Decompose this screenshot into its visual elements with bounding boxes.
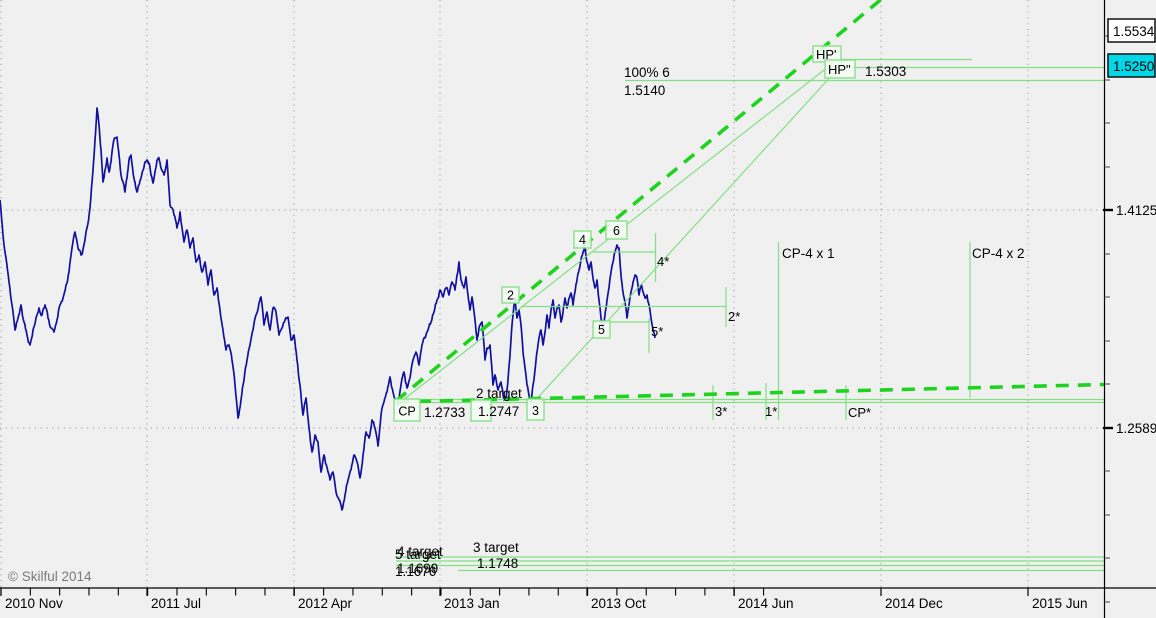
target4-value: 1.1699 — [397, 561, 438, 576]
point4-star-label: 4* — [657, 254, 669, 269]
point2-star-label: 2* — [728, 309, 740, 324]
y-axis-label: 1.2589 — [1116, 421, 1156, 436]
target5-label: 5 target — [395, 547, 441, 562]
target3-value: 1.1748 — [477, 556, 518, 571]
point3-to-hp-projection-line — [531, 61, 845, 405]
point-2-label: 2 — [507, 289, 514, 303]
x-axis-label: 2015 Jun — [1032, 596, 1088, 611]
point-5-label: 5 — [598, 323, 605, 337]
target5-value: 1.1676 — [395, 564, 436, 579]
x-axis-label: 2012 Apr — [298, 596, 353, 611]
point-4-label: 4 — [579, 233, 586, 247]
x-axis-label: 2014 Jun — [738, 596, 794, 611]
point5-star-label: 5* — [651, 324, 663, 339]
point-3-label: 3 — [532, 404, 539, 418]
point-cp-label: CP — [398, 405, 415, 419]
projection-price-axis-value: 1.5250 — [1113, 59, 1154, 74]
price-series-layer — [0, 107, 656, 511]
point-5-marker[interactable]: 5 — [592, 320, 611, 339]
x-axis-label: 2011 Jul — [151, 596, 201, 611]
hp-double-prime-label: HP" — [828, 62, 851, 77]
hp-prime-label: HP' — [816, 47, 837, 62]
x-axis-label: 2010 Nov — [5, 596, 63, 611]
axis-ticks — [0, 35, 1113, 603]
x-axis-label: 2014 Dec — [885, 596, 943, 611]
x-axis-label: 2013 Oct — [591, 596, 646, 611]
y-axis-label: 1.4125 — [1116, 203, 1156, 218]
projection-marker-box — [1107, 53, 1156, 78]
x-axis-label: 2013 Jan — [444, 596, 500, 611]
cp-star-label: CP* — [848, 405, 871, 420]
point3-star-label: 3* — [715, 404, 727, 419]
hp-value-label: 1.5303 — [865, 64, 906, 79]
point-6-label: 6 — [613, 224, 620, 238]
point-2-marker[interactable]: 2 — [501, 286, 520, 304]
point1-star-label: 1* — [765, 404, 777, 419]
cp4x1-label: CP-4 x 1 — [782, 246, 835, 261]
target4-label: 4 target — [397, 544, 443, 559]
high-price-axis-marker: 1.5534 — [1107, 18, 1156, 43]
gridlines — [0, 0, 1104, 588]
uptrend-dashed-line[interactable] — [394, 0, 884, 403]
point-4-marker[interactable]: 4 — [573, 230, 592, 249]
cp-horizontal-dashed-line[interactable] — [395, 382, 1105, 404]
price-line — [0, 107, 656, 511]
high-price-axis-value: 1.5534 — [1113, 24, 1155, 39]
target2-label: 2 target — [476, 386, 522, 401]
pct-label: 100% 6 — [624, 65, 670, 80]
point-cp-marker[interactable]: CP — [393, 398, 421, 422]
cp4x2-label: CP-4 x 2 — [972, 246, 1025, 261]
point-6-marker[interactable]: 6 — [605, 220, 628, 240]
cp-value-label: 1.2733 — [424, 405, 465, 420]
watermark: © Skilful 2014 — [8, 569, 92, 584]
pct-value-label: 1.5140 — [624, 83, 665, 98]
projection-price-axis-marker: 1.5250 — [1107, 53, 1156, 78]
point-3-marker[interactable]: 3 — [526, 398, 545, 421]
target3-label: 3 target — [473, 540, 519, 555]
hp-double-prime-marker[interactable]: HP" — [824, 59, 856, 79]
target2-value: 1.2747 — [478, 404, 519, 419]
hp-prime-marker[interactable]: HP' — [812, 45, 842, 63]
point-1-marker[interactable] — [470, 399, 492, 422]
